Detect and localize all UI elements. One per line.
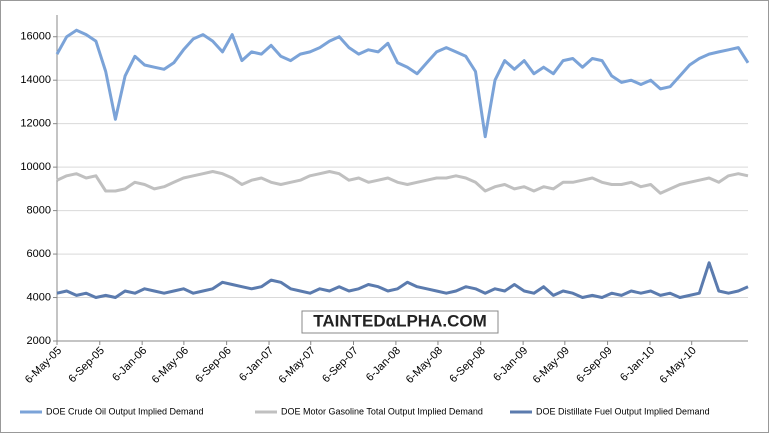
legend-label: DOE Crude Oil Output Implied Demand xyxy=(46,406,204,416)
y-tick-label: 10000 xyxy=(20,161,51,173)
legend-label: DOE Distillate Fuel Output Implied Deman… xyxy=(536,406,710,416)
y-tick-label: 4000 xyxy=(27,291,51,303)
y-tick-label: 6000 xyxy=(27,248,51,260)
series-line xyxy=(56,170,749,195)
series-line xyxy=(56,261,749,299)
y-tick-label: 12000 xyxy=(20,118,51,130)
y-tick-label: 16000 xyxy=(20,31,51,43)
y-tick-label: 14000 xyxy=(20,74,51,86)
y-tick-label: 8000 xyxy=(27,205,51,217)
watermark-box xyxy=(301,310,499,334)
legend-label: DOE Motor Gasoline Total Output Implied … xyxy=(281,406,483,416)
y-tick-label: 2000 xyxy=(27,335,51,347)
series-line xyxy=(55,28,750,139)
watermark: TAINTEDαLPHA.COM xyxy=(313,311,487,330)
